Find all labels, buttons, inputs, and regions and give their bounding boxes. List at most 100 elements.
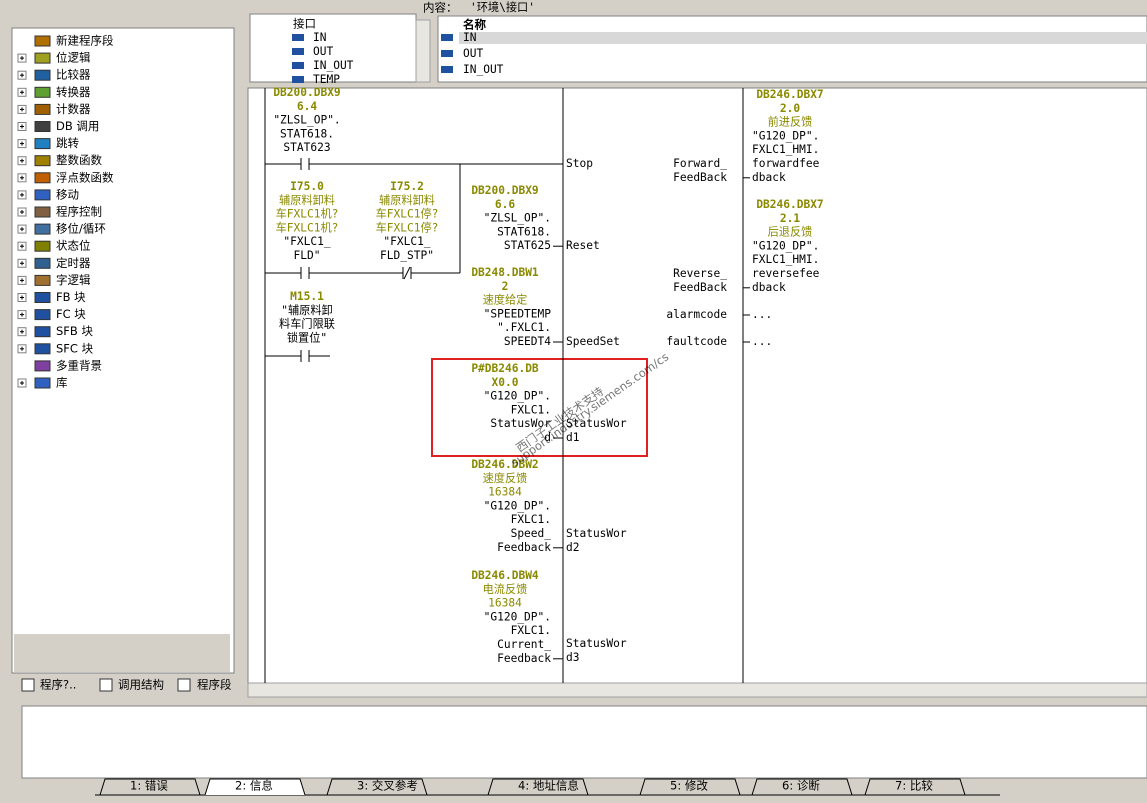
- ladder-text: "G120_DP".: [484, 390, 551, 403]
- tree-item[interactable]: FB 块: [56, 290, 86, 304]
- tree-icon: [34, 121, 51, 132]
- ladder-text: 速度反馈: [483, 471, 528, 485]
- message-tab[interactable]: 2: 信息: [235, 779, 273, 793]
- tree-item[interactable]: 程序控制: [56, 205, 102, 219]
- scrollbar[interactable]: [415, 19, 431, 83]
- tree-item[interactable]: 转换器: [56, 85, 91, 99]
- ladder-text: 车FXLC1停?: [376, 220, 439, 234]
- tab-icon: [99, 678, 113, 692]
- ladder-text: Stop: [566, 157, 593, 170]
- ladder-text: STAT618.: [280, 127, 334, 140]
- tree-item[interactable]: SFC 块: [56, 341, 94, 355]
- ladder-text: STAT618.: [497, 225, 551, 238]
- ladder-text: M15.1: [290, 290, 324, 303]
- tree-icon: [34, 257, 51, 269]
- content-path: '环境\接口': [470, 0, 535, 14]
- ladder-text: STAT623: [283, 141, 330, 154]
- left-tab[interactable]: 程序?..: [40, 678, 76, 692]
- tab-shape: [204, 778, 306, 796]
- interface-item[interactable]: IN: [313, 31, 326, 44]
- if-icon: [292, 76, 304, 83]
- tree-item[interactable]: 跳转: [56, 136, 79, 150]
- ladder-text: faultcode: [666, 335, 727, 348]
- tree-item[interactable]: 位逻辑: [56, 51, 91, 65]
- tree-icon: [34, 360, 51, 372]
- tree-item[interactable]: 移动: [56, 187, 79, 201]
- tree-icon: [34, 155, 51, 167]
- interface-item[interactable]: OUT: [313, 45, 333, 58]
- tree-icon: [34, 343, 51, 355]
- tree-icon: [34, 326, 51, 338]
- ladder-text: 车FXLC1机?: [276, 220, 339, 234]
- interface-row[interactable]: IN_OUT: [463, 63, 504, 76]
- tab-shape: [99, 778, 201, 796]
- ladder-text: 6.4: [297, 100, 317, 113]
- ladder-text: FeedBack: [673, 281, 727, 294]
- tree-item[interactable]: 比较器: [56, 68, 91, 82]
- tree-icon: [34, 138, 51, 150]
- tree-icon: [34, 172, 51, 184]
- ladder-text: Reverse_: [673, 267, 727, 280]
- ladder-text: SpeedSet: [566, 335, 620, 348]
- h-scrollbar[interactable]: [247, 682, 1147, 698]
- message-tab[interactable]: 3: 交叉参考: [357, 779, 418, 793]
- message-tab[interactable]: 4: 地址信息: [518, 779, 579, 793]
- message-tab[interactable]: 5: 修改: [670, 779, 708, 793]
- ladder-text: "ZLSL_OP".: [273, 114, 340, 127]
- tab-shape: [326, 778, 428, 796]
- tree-item[interactable]: 库: [56, 376, 68, 390]
- if-icon: [292, 34, 304, 41]
- tree-footer: [14, 634, 230, 672]
- interface-row[interactable]: OUT: [463, 47, 483, 60]
- tree-item[interactable]: 多重背景: [56, 358, 102, 372]
- tree-item[interactable]: DB 调用: [56, 119, 99, 133]
- tree-item[interactable]: 移位/循环: [56, 222, 106, 236]
- tree-item[interactable]: FC 块: [56, 307, 86, 321]
- interface-item[interactable]: IN_OUT: [313, 59, 354, 72]
- interface-root: 接口: [293, 17, 316, 31]
- ladder-text: 16384: [488, 486, 522, 499]
- ladder-text: "G120_DP".: [752, 129, 819, 142]
- left-tab[interactable]: 程序段: [197, 678, 232, 692]
- tree-item[interactable]: 状态位: [56, 239, 91, 253]
- ladder-text: ...: [752, 308, 772, 321]
- message-tab[interactable]: 6: 诊断: [782, 779, 820, 793]
- tree-icon: [34, 223, 51, 235]
- ladder-text: DB200.DBX9: [471, 184, 539, 197]
- selected-row[interactable]: [459, 32, 1147, 44]
- ladder-text: DB248.DBW1: [471, 266, 539, 279]
- tree-item[interactable]: 新建程序段: [56, 34, 114, 48]
- ladder-text: dback: [752, 171, 786, 184]
- message-tab[interactable]: 1: 错误: [130, 779, 168, 793]
- tab-icon: [177, 678, 191, 692]
- tree-item[interactable]: 浮点数函数: [56, 170, 114, 184]
- ladder-text: "G120_DP".: [484, 610, 551, 623]
- tree-icon: [34, 274, 51, 286]
- left-tab[interactable]: 调用结构: [118, 678, 164, 692]
- tab-shape: [487, 778, 589, 796]
- ladder-text: Reset: [566, 239, 600, 252]
- interface-table: [437, 15, 1147, 83]
- ladder-text: I75.2: [390, 180, 424, 193]
- ladder-text: DB246.DBW4: [471, 569, 539, 582]
- ladder-text: FLD": [294, 249, 321, 262]
- ladder-text: 2.0: [780, 102, 800, 115]
- message-tab[interactable]: 7: 比较: [895, 779, 933, 793]
- tree-item[interactable]: 整数函数: [56, 153, 102, 167]
- row-icon: [441, 66, 453, 73]
- ladder-text: P#DB246.DB: [471, 362, 539, 375]
- ladder-text: "辅原料卸: [281, 303, 333, 317]
- ladder-text: 车FXLC1停?: [376, 207, 439, 221]
- tree-item[interactable]: 计数器: [56, 102, 91, 116]
- interface-row[interactable]: IN: [463, 31, 476, 44]
- tree-item[interactable]: 字逻辑: [56, 273, 91, 287]
- tree-icon: [34, 292, 51, 303]
- ladder-text: FXLC1.: [511, 513, 551, 526]
- ladder-text: reversefee: [752, 267, 820, 280]
- row-icon: [441, 50, 453, 57]
- tree-item[interactable]: 定时器: [56, 256, 91, 270]
- tree-icon: [34, 86, 51, 98]
- interface-item[interactable]: TEMP: [313, 73, 340, 86]
- ladder-text: ...: [752, 335, 772, 348]
- tree-item[interactable]: SFB 块: [56, 324, 93, 338]
